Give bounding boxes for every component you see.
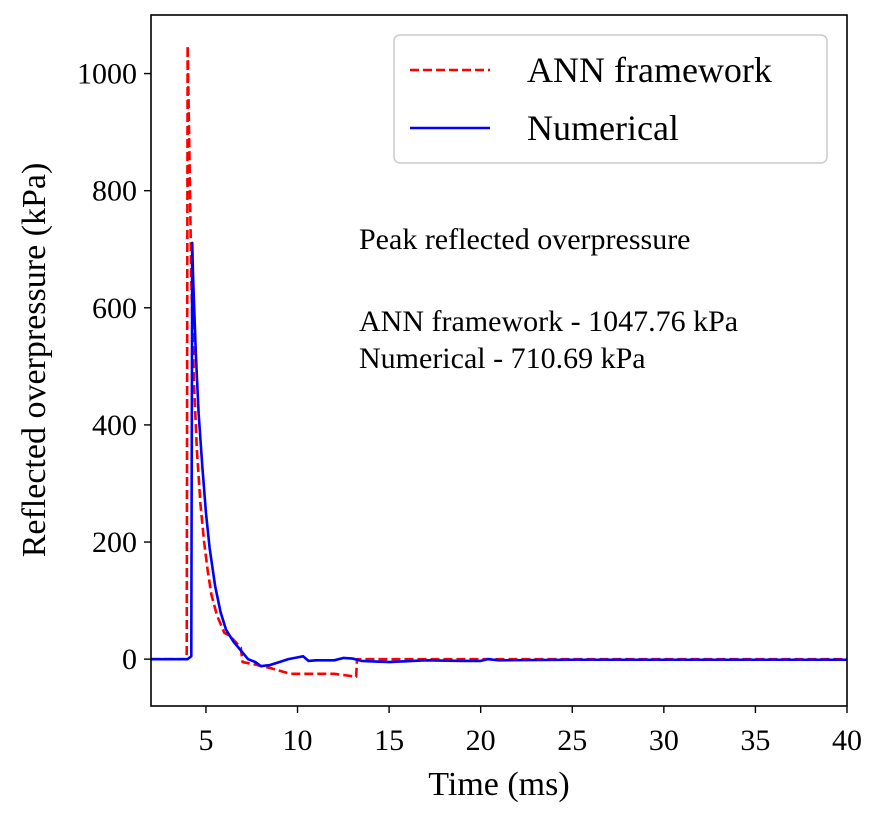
- plot-frame: [150, 14, 848, 707]
- annotation-numerical-peak: Numerical - 710.69 kPa: [359, 342, 646, 375]
- y-tick-label: 1000: [77, 58, 137, 91]
- x-tick-label: 35: [740, 724, 770, 757]
- annotation-heading: Peak reflected overpressure: [359, 223, 691, 256]
- x-tick-label: 10: [283, 724, 313, 757]
- legend-label-numerical: Numerical: [527, 108, 679, 148]
- y-tick-label: 400: [92, 409, 137, 442]
- peak-annotation: Peak reflected overpressure ANN framewor…: [359, 223, 738, 375]
- series-line-ann-framework: [151, 44, 847, 679]
- series-line-numerical: [151, 241, 847, 668]
- x-tick-label: 30: [649, 724, 679, 757]
- y-axis-label: Reflected overpressure (kPa): [16, 163, 53, 558]
- x-tick-label: 15: [374, 724, 404, 757]
- x-tick-label: 20: [466, 724, 496, 757]
- x-tick-label: 25: [557, 724, 587, 757]
- annotation-ann-peak: ANN framework - 1047.76 kPa: [359, 305, 738, 338]
- x-tick-label: 40: [832, 724, 862, 757]
- series-layer: [151, 44, 847, 679]
- legend-label-ann: ANN framework: [527, 50, 772, 90]
- y-tick-label: 600: [92, 292, 137, 325]
- y-tick-label: 800: [92, 175, 137, 208]
- legend-box: [393, 34, 828, 164]
- y-tick-label: 200: [92, 526, 137, 559]
- x-axis-label: Time (ms): [428, 766, 569, 803]
- x-tick-label: 5: [198, 724, 213, 757]
- y-tick-label: 0: [122, 643, 137, 676]
- legend: ANN framework Numerical: [393, 34, 828, 164]
